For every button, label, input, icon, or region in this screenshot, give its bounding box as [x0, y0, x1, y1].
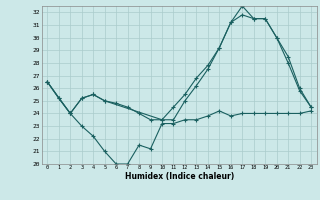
X-axis label: Humidex (Indice chaleur): Humidex (Indice chaleur): [124, 172, 234, 181]
